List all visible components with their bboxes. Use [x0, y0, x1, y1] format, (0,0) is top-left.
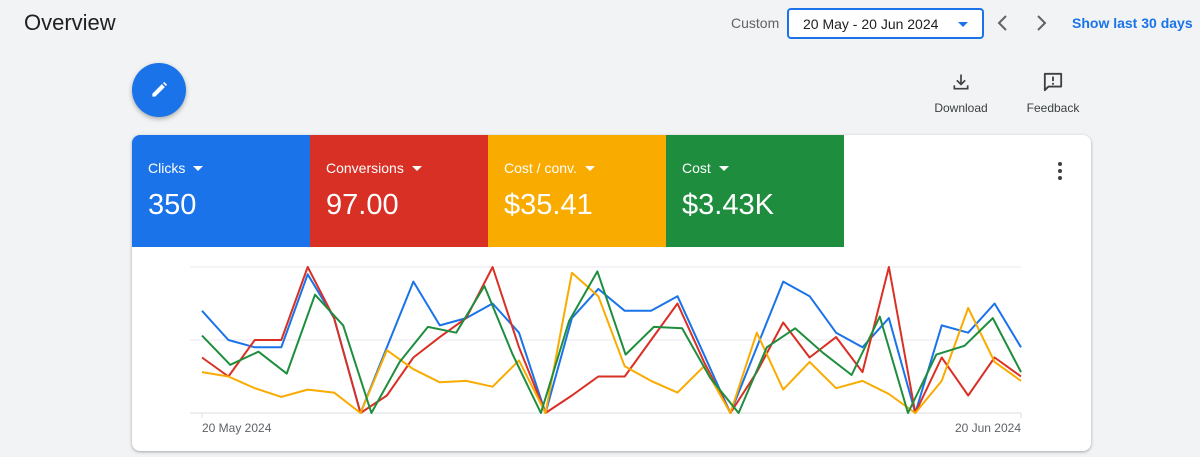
download-label: Download: [934, 101, 988, 115]
show-last-30-days-link[interactable]: Show last 30 days: [1072, 15, 1193, 31]
metric-value: $35.41: [504, 189, 593, 221]
caret-down-icon: [958, 22, 968, 27]
x-tick-label: 20 Jun 2024: [955, 421, 1021, 435]
feedback-label: Feedback: [1026, 101, 1080, 115]
edit-button[interactable]: [132, 63, 186, 117]
caret-down-icon: [718, 165, 729, 171]
download-icon: [953, 74, 969, 90]
date-range-select[interactable]: 20 May - 20 Jun 2024: [787, 8, 984, 39]
metric-name: Conversions: [326, 160, 422, 176]
metric-name: Clicks: [148, 160, 204, 176]
caret-down-icon: [584, 165, 595, 171]
x-tick-label: 20 May 2024: [202, 421, 272, 435]
metric-tile-clicks[interactable]: Clicks 350: [132, 135, 310, 247]
date-range-value: 20 May - 20 Jun 2024: [803, 16, 939, 32]
metric-value: 350: [148, 189, 197, 221]
caret-down-icon: [411, 165, 422, 171]
series-line-cost: [201, 270, 1022, 414]
metric-value: 97.00: [326, 189, 399, 221]
chevron-left-icon: [997, 15, 1007, 31]
line-chart: 20 May 2024 20 Jun 2024: [190, 266, 1022, 435]
previous-period-button[interactable]: [991, 11, 1015, 35]
feedback-button[interactable]: Feedback: [1021, 72, 1085, 115]
series-line-cost_per_conv: [201, 271, 1022, 414]
metric-name: Cost / conv.: [504, 160, 595, 176]
metric-name: Cost: [682, 160, 729, 176]
metric-value: $3.43K: [682, 189, 774, 221]
download-button[interactable]: Download: [929, 72, 993, 115]
feedback-icon: [1043, 72, 1063, 92]
chevron-right-icon: [1037, 15, 1047, 31]
more-options-button[interactable]: [1050, 159, 1070, 183]
date-mode-label: Custom: [731, 15, 780, 31]
metric-tile-cost[interactable]: Cost $3.43K: [666, 135, 844, 247]
pencil-icon: [152, 81, 168, 97]
performance-card: Clicks 350 Conversions 97.00 Cost / conv…: [132, 135, 1091, 451]
metric-tile-conversions[interactable]: Conversions 97.00: [310, 135, 488, 247]
next-period-button[interactable]: [1029, 11, 1053, 35]
series-line-conversions: [201, 266, 1022, 414]
caret-down-icon: [193, 165, 204, 171]
page-title: Overview: [24, 10, 116, 35]
more-vert-icon: [1058, 162, 1062, 166]
metric-tile-cost-per-conv[interactable]: Cost / conv. $35.41: [488, 135, 666, 247]
